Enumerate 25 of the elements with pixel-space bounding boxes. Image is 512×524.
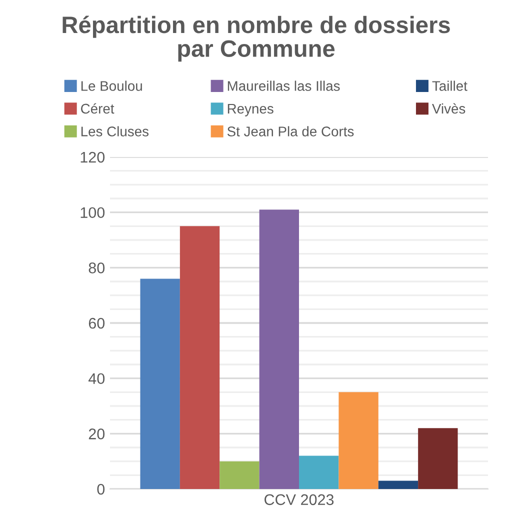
- chart-title: Répartition en nombre de dossiers par Commune: [62, 16, 450, 62]
- y-tick-label: 60: [88, 318, 105, 329]
- y-tick-label: 80: [88, 262, 105, 274]
- legend-label: St Jean Pla de Corts: [227, 126, 354, 136]
- bar: [299, 456, 339, 489]
- legend-label: Céret: [81, 103, 114, 114]
- y-tick-label: 20: [88, 428, 105, 440]
- legend-label: Reynes: [228, 104, 274, 116]
- bar: [180, 226, 220, 489]
- y-tick-label: 0: [97, 484, 105, 495]
- bar: [259, 210, 299, 489]
- bar: [338, 392, 378, 489]
- legend-label: Le Boulou: [81, 80, 142, 91]
- legend-label: Taillet: [432, 80, 468, 91]
- legend-label: Maureillas las Illas: [228, 80, 340, 91]
- x-tick-label: CCV 2023: [264, 494, 334, 506]
- bar: [378, 480, 418, 489]
- bar: [418, 428, 458, 489]
- bar: [220, 461, 260, 489]
- legend-label: Vivès: [432, 103, 466, 114]
- y-tick-label: 100: [80, 207, 105, 218]
- y-tick-label: 120: [80, 152, 105, 163]
- bar: [140, 278, 180, 489]
- y-tick-label: 40: [88, 373, 105, 384]
- legend-label: Les Cluses: [81, 126, 149, 136]
